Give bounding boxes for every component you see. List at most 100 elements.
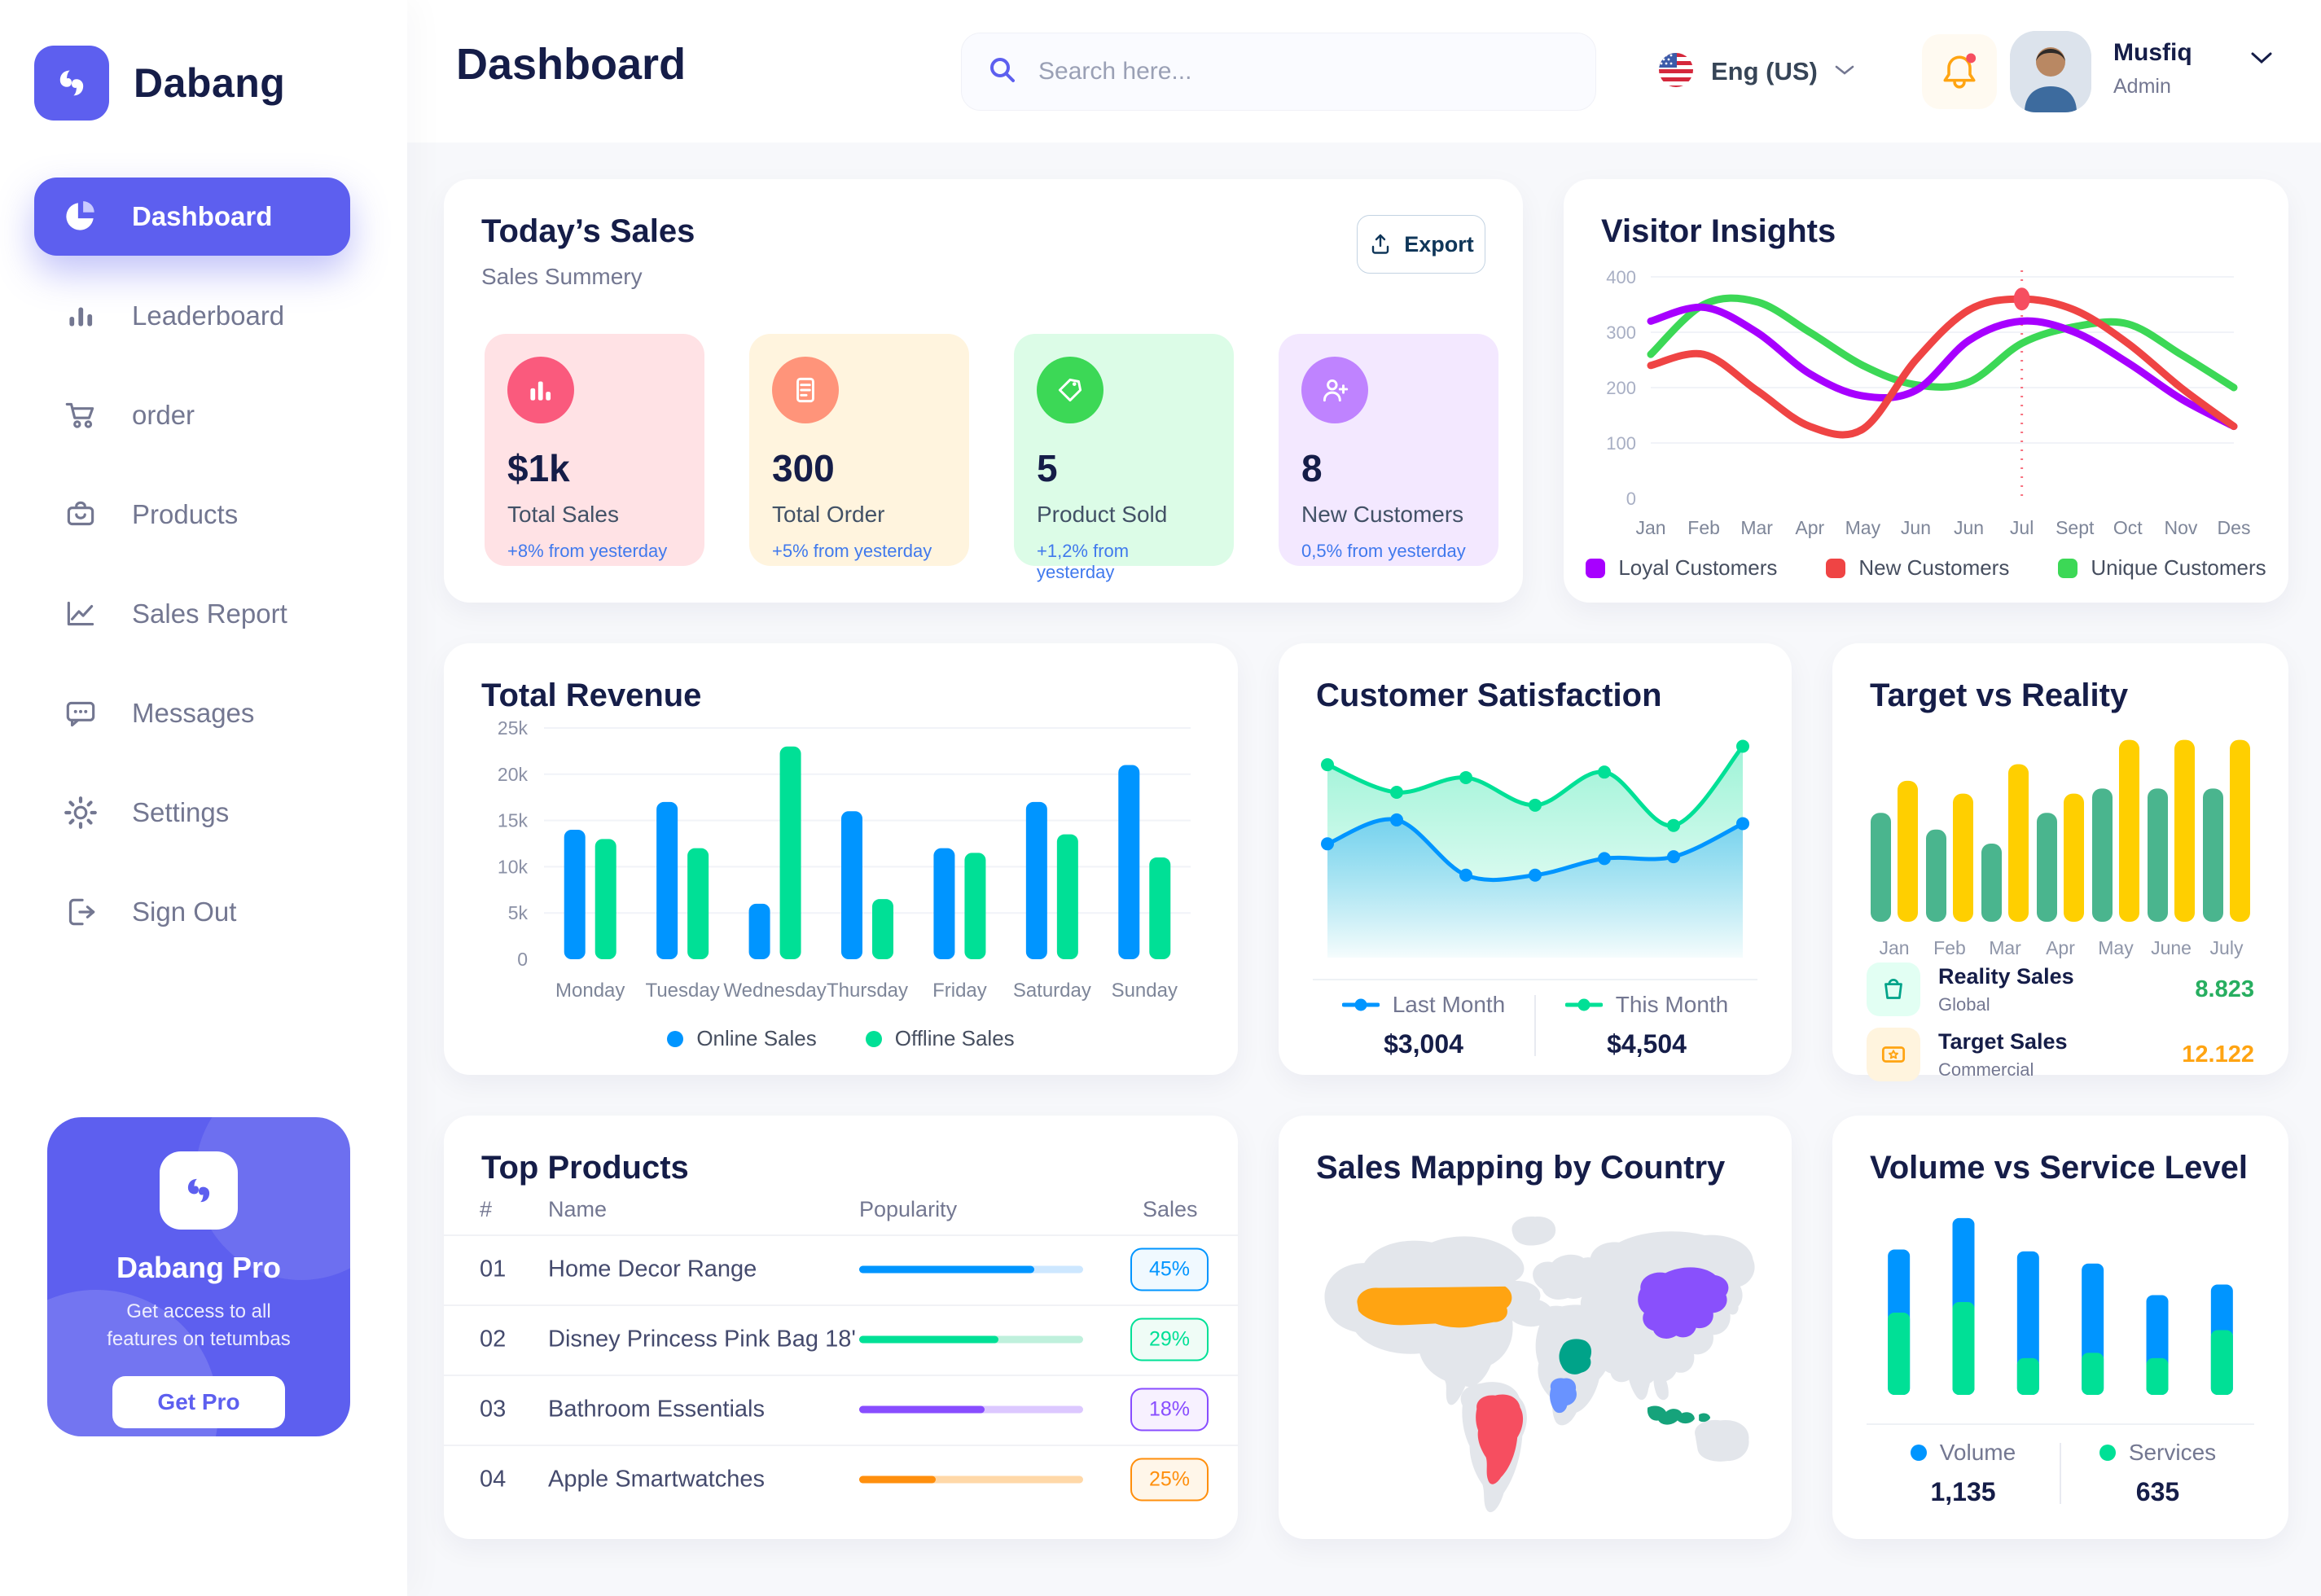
stat-label: Total Order	[772, 502, 885, 527]
svg-text:May: May	[2098, 937, 2134, 958]
visitor-insights-card: Visitor Insights 0 100 200 300 400 Jan Feb Mar A…	[1564, 179, 2288, 603]
sidebar-item-label: Leaderboard	[132, 300, 285, 331]
search-box[interactable]	[961, 33, 1596, 111]
bell-icon	[1943, 55, 1976, 82]
svg-text:Des: Des	[2218, 517, 2251, 538]
sidebar-nav: Dashboard Leaderboard order	[0, 178, 407, 972]
order-receipt-icon	[772, 357, 839, 423]
volume-vs-service-card: Volume vs Service Level Volume 1,135 Ser…	[1832, 1116, 2288, 1539]
total-revenue-card: Total Revenue 0 5k 10k 15k 20k 25k Monday Tuesd…	[444, 643, 1238, 1075]
sidebar-item-sales-report[interactable]: Sales Report	[34, 575, 350, 653]
svg-text:200: 200	[1606, 378, 1636, 398]
language-label: Eng (US)	[1711, 57, 1818, 86]
sign-out-icon	[62, 893, 99, 931]
app-logo[interactable]: Dabang	[0, 0, 407, 121]
svg-text:Mar: Mar	[1989, 937, 2021, 958]
header-num: #	[480, 1197, 493, 1221]
legend-dot	[865, 1030, 882, 1047]
gear-icon	[62, 794, 99, 831]
get-pro-button[interactable]: Get Pro	[112, 1376, 285, 1428]
avatar[interactable]	[2010, 31, 2091, 112]
pro-title: Dabang Pro	[116, 1251, 282, 1284]
sales-badge: 18%	[1130, 1388, 1209, 1432]
svg-text:Jan: Jan	[1879, 937, 1909, 958]
svg-text:Jul: Jul	[2010, 517, 2034, 538]
profile-chevron-down-icon[interactable]	[2249, 50, 2274, 69]
svg-text:Friday: Friday	[932, 980, 987, 1002]
sidebar-item-products[interactable]: Products	[34, 476, 350, 554]
notifications-button[interactable]	[1922, 34, 1997, 109]
legend-value: 635	[2135, 1477, 2180, 1506]
country-brazil[interactable]	[1476, 1394, 1524, 1484]
svg-text:Feb: Feb	[1687, 517, 1720, 538]
export-button[interactable]: Export	[1357, 215, 1485, 274]
cart-icon	[62, 397, 99, 434]
product-rank: 02	[480, 1326, 507, 1353]
pie-chart-icon	[62, 198, 99, 235]
bar-chart-icon	[62, 297, 99, 335]
legend-label: Offline Sales	[894, 1026, 1015, 1050]
sidebar-item-leaderboard[interactable]: Leaderboard	[34, 277, 350, 355]
table-header: # Name Popularity Sales	[444, 1197, 1238, 1234]
legend-dot	[667, 1030, 684, 1047]
legend-label: Services	[2128, 1440, 2217, 1465]
mini-bar-chart-icon	[507, 357, 574, 423]
region-japan	[1727, 1300, 1739, 1315]
table-row[interactable]: 02 Disney Princess Pink Bag 18' 29%	[444, 1304, 1238, 1375]
sidebar-item-settings[interactable]: Settings	[34, 774, 350, 852]
volume-vs-service-legend: Volume 1,135 Services 635	[1867, 1440, 2254, 1507]
svg-text:400: 400	[1606, 267, 1636, 287]
region-india	[1627, 1360, 1651, 1401]
legend-value: 1,135	[1930, 1477, 1996, 1506]
top-products-card: Top Products # Name Popularity Sales 01 …	[444, 1116, 1238, 1539]
legend-item: Offline Sales	[865, 1026, 1015, 1051]
divider	[444, 1304, 1238, 1306]
bag-icon	[62, 496, 99, 533]
sidebar-item-label: Sign Out	[132, 897, 237, 927]
country-china[interactable]	[1638, 1267, 1729, 1339]
product-rank: 03	[480, 1396, 507, 1423]
sidebar-item-dashboard[interactable]: Dashboard	[34, 178, 350, 256]
table-row[interactable]: 01 Home Decor Range 45%	[444, 1234, 1238, 1304]
bag-icon	[1867, 962, 1920, 1016]
legend-label: This Month	[1615, 992, 1729, 1017]
table-row[interactable]: 04 Apple Smartwatches 25%	[444, 1445, 1238, 1515]
legend-item: Volume 1,135	[1867, 1440, 2060, 1507]
sidebar-item-sign-out[interactable]: Sign Out	[34, 873, 350, 951]
legend-dot	[2099, 1445, 2116, 1461]
sales-mapping-title: Sales Mapping by Country	[1316, 1150, 1726, 1186]
volume-vs-service-title: Volume vs Service Level	[1870, 1150, 2248, 1186]
legend-label: Target Sales	[1938, 1028, 2068, 1054]
sidebar-item-label: Settings	[132, 797, 230, 827]
target-vs-reality-chart: Jan Feb Mar Apr May June July	[1871, 739, 2250, 958]
legend-sublabel: Commercial	[1938, 1059, 2034, 1080]
stat-delta: +8% from yesterday	[507, 541, 668, 561]
world-map	[1324, 1217, 1755, 1513]
language-selector[interactable]: Eng (US)	[1657, 42, 1855, 101]
svg-text:Jan: Jan	[1635, 517, 1665, 538]
svg-text:15k: 15k	[498, 810, 529, 831]
popularity-bar	[859, 1475, 1083, 1484]
legend-item: Loyal Customers	[1586, 555, 1777, 581]
country-united-states[interactable]	[1357, 1286, 1512, 1328]
divider	[2060, 1443, 2061, 1504]
svg-text:5k: 5k	[508, 902, 529, 923]
svg-text:Saturday: Saturday	[1013, 980, 1091, 1002]
pro-upgrade-card: Dabang Pro Get access to all features on…	[47, 1117, 350, 1436]
country-dr-congo[interactable]	[1550, 1378, 1577, 1414]
tag-icon	[1037, 357, 1103, 423]
logo-icon	[34, 46, 109, 121]
stat-value: $1k	[507, 447, 570, 489]
today-sales-card: Today’s Sales Sales Summery Export $1k T…	[444, 179, 1523, 603]
table-row[interactable]: 03 Bathroom Essentials 18%	[444, 1375, 1238, 1445]
search-input[interactable]	[1038, 58, 1527, 86]
country-indonesia[interactable]	[1647, 1405, 1711, 1425]
export-icon	[1372, 234, 1389, 254]
country-saudi-arabia[interactable]	[1559, 1339, 1592, 1375]
sidebar-item-order[interactable]: order	[34, 376, 350, 454]
sidebar: Dabang Dashboard Leaderboard	[0, 0, 407, 1596]
reality-sales-legend: Reality Sales Global 8.823	[1867, 959, 2254, 1019]
sidebar-item-messages[interactable]: Messages	[34, 674, 350, 752]
legend-swatch	[1826, 558, 1846, 578]
legend-item: Services 635	[2061, 1440, 2254, 1507]
